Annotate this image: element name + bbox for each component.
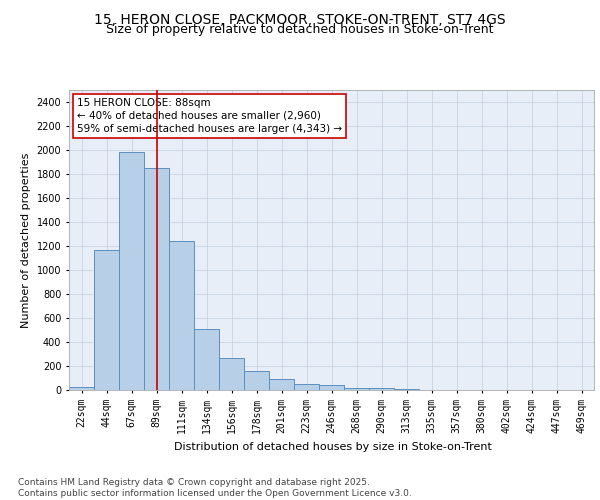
Text: 15, HERON CLOSE, PACKMOOR, STOKE-ON-TRENT, ST7 4GS: 15, HERON CLOSE, PACKMOOR, STOKE-ON-TREN… <box>94 12 506 26</box>
Bar <box>269 379 294 390</box>
Bar <box>369 388 394 390</box>
Bar <box>169 241 194 390</box>
Bar <box>144 168 169 390</box>
Bar <box>294 384 319 390</box>
Bar <box>194 329 219 390</box>
Bar <box>319 386 344 390</box>
Bar <box>119 152 144 390</box>
Bar <box>94 250 119 390</box>
Text: Distribution of detached houses by size in Stoke-on-Trent: Distribution of detached houses by size … <box>174 442 492 452</box>
Bar <box>244 372 269 390</box>
Bar <box>344 388 369 390</box>
Bar <box>69 386 94 390</box>
Text: 15 HERON CLOSE: 88sqm
← 40% of detached houses are smaller (2,960)
59% of semi-d: 15 HERON CLOSE: 88sqm ← 40% of detached … <box>77 98 342 134</box>
Text: Contains HM Land Registry data © Crown copyright and database right 2025.
Contai: Contains HM Land Registry data © Crown c… <box>18 478 412 498</box>
Text: Size of property relative to detached houses in Stoke-on-Trent: Size of property relative to detached ho… <box>106 22 494 36</box>
Bar <box>219 358 244 390</box>
Y-axis label: Number of detached properties: Number of detached properties <box>21 152 31 328</box>
